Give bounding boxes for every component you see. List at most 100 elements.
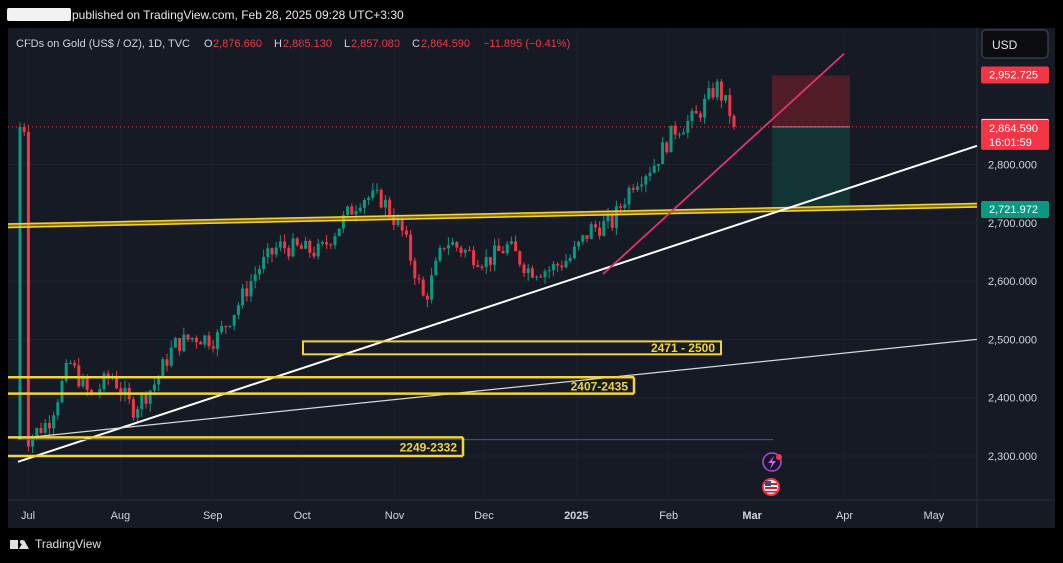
time-tick-label: Mar [742,510,762,522]
candle-body [278,241,282,248]
candle-body [631,187,635,190]
candle-body [136,409,140,418]
last-price-tag[interactable] [981,119,1049,150]
open-label: O [204,38,213,50]
long-position-tool[interactable] [772,75,850,210]
channel-line-lower[interactable] [8,206,978,229]
candle-body [383,199,387,208]
target-price-text: 2,952.725 [989,69,1038,81]
candle-body [119,388,123,395]
candle-body [724,95,728,101]
zone-label: 2471 - 2500 [651,341,715,355]
candle-body [627,187,631,205]
candle-body [509,241,513,244]
candle-body [602,221,606,236]
candle-body [249,281,253,297]
candle-body [203,335,207,345]
candle-body [698,113,702,118]
candle-body [39,428,43,433]
candle-body [283,241,287,249]
candle-body [173,338,177,348]
candle-body [274,247,278,255]
candle-body [656,164,660,166]
candle-body [581,235,585,242]
candle-body [316,243,320,257]
change-value: −11.895 (−0.41%) [483,38,570,50]
candle-body [438,247,442,261]
candle-body [115,376,119,389]
candle-body [682,132,686,135]
time-tick-label: Feb [659,510,678,522]
candle-body [677,134,681,136]
candle-body [31,436,35,447]
candle-body [358,207,362,212]
candle-body [270,248,274,255]
price-tick-label: 2,300.000 [988,451,1037,463]
candle-body [266,248,270,257]
candle-body [102,373,106,390]
us-flag-event-icon[interactable] [762,478,780,496]
candle-body [669,125,673,153]
currency-button[interactable]: USD [981,29,1049,59]
candle-body [623,204,627,208]
event-flash-icon[interactable] [762,452,782,472]
candle-body [295,238,299,246]
trendlines[interactable] [8,53,978,463]
candle-body [459,247,463,253]
target-price-tag[interactable] [981,66,1049,84]
candle-body [215,332,219,349]
candle-body [703,98,707,118]
candle-body [68,362,72,364]
price-tick-label: 2,800.000 [988,160,1037,172]
candle-body [589,224,593,239]
candle-body [131,399,135,418]
support-zones[interactable]: 2471 - 2500 2407-2435 2249-2332 [8,340,722,458]
candle-body [220,326,224,333]
candle-body [728,95,732,116]
candle-body [472,250,476,266]
candle-body [614,206,618,228]
candle-body [577,241,581,247]
last-price-text: 16:01:59 [989,137,1032,149]
candle-body [585,235,589,239]
candle-body [652,165,656,173]
stop-price-tag[interactable] [981,200,1049,218]
candle-body [711,88,715,98]
footer-brand: TradingView [35,537,102,551]
chart-canvas[interactable]: CFDs on Gold (US$ / OZ), 1D, TVC O 2,876… [8,28,1055,528]
publish-info: published on TradingView.com, Feb 28, 20… [72,8,404,22]
candle-body [236,305,240,315]
time-tick-label: Jul [21,510,35,522]
close-label: C [412,38,420,50]
candle-body [287,248,291,257]
candle-body [152,384,156,391]
time-axis[interactable]: Jul Aug Sep Oct Nov Dec 2025 Feb Mar Apr May [21,510,945,522]
price-tick-label: 2,500.000 [988,334,1037,346]
close-value: 2,864.590 [421,38,470,50]
candlesticks [18,78,736,453]
candle-body [442,247,446,249]
long-term-trend-line[interactable] [17,338,978,440]
candle-body [241,288,245,306]
chart-panel[interactable]: CFDs on Gold (US$ / OZ), 1D, TVC O 2,876… [8,28,1055,528]
zone-box[interactable] [302,340,722,356]
candle-body [329,244,333,246]
candle-body [497,245,501,252]
candle-body [661,142,665,165]
position-stop-zone[interactable] [772,126,850,210]
channel-line-upper[interactable] [8,202,978,225]
candle-body [362,200,366,208]
time-tick-label: Dec [474,510,494,522]
short-term-trend-line[interactable] [602,53,845,275]
candle-body [543,271,547,278]
candle-body [564,261,568,268]
candle-body [304,240,308,249]
candle-body [35,428,39,437]
price-axis[interactable]: 2,800.000 2,700.000 2,600.000 2,500.000 2,40… [981,66,1049,463]
candle-body [409,234,413,261]
candle-body [60,380,64,403]
main-uptrend-line[interactable] [17,144,978,463]
candle-body [446,245,450,249]
candle-body [22,127,26,132]
horizontal-channel-band[interactable] [8,202,978,229]
